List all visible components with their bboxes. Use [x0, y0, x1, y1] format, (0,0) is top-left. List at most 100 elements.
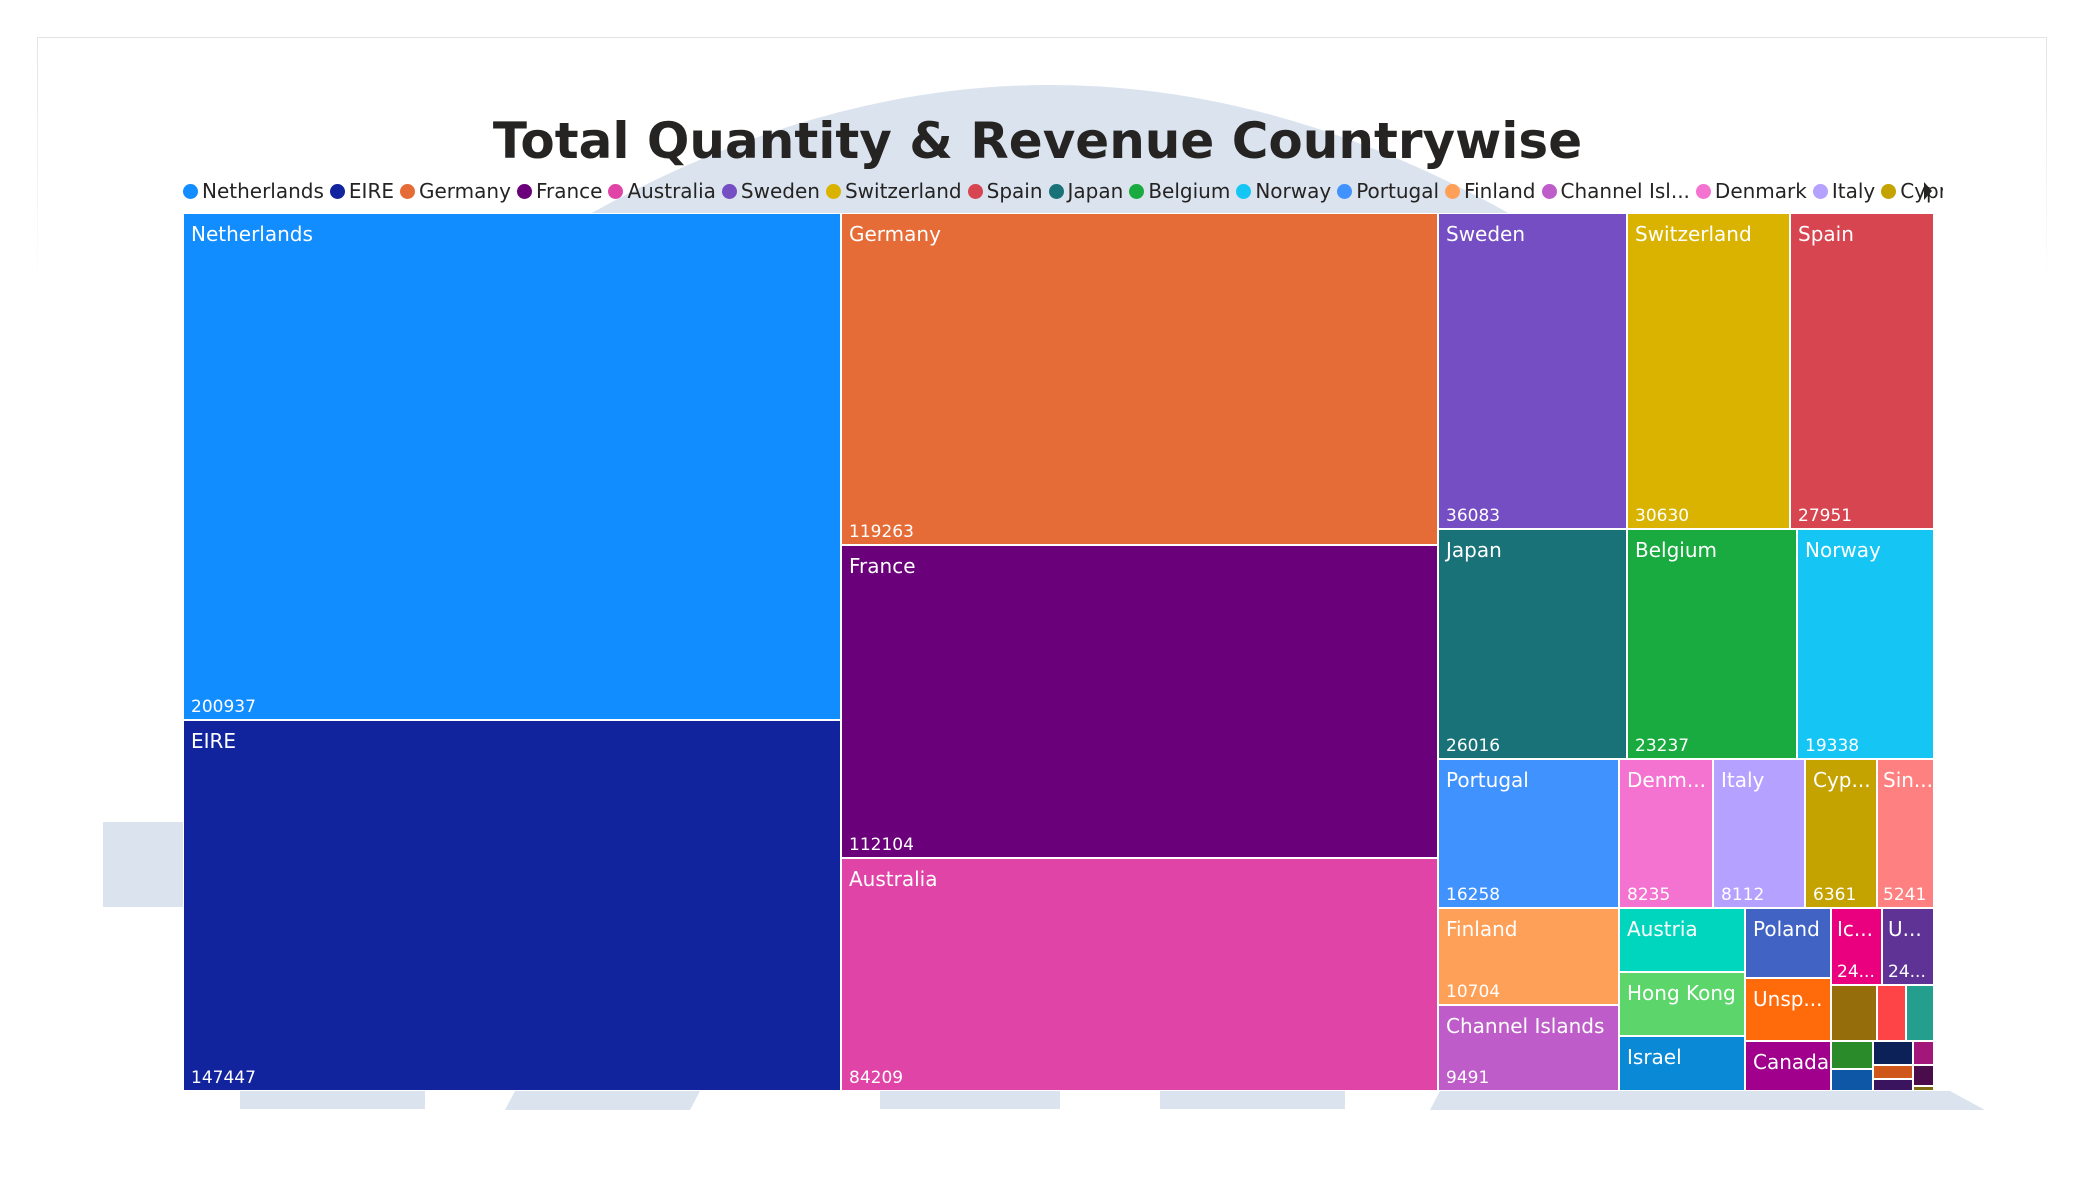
- legend-item[interactable]: Denmark: [1695, 179, 1807, 203]
- tile-value: 200937: [191, 697, 256, 717]
- legend-label: Japan: [1067, 179, 1124, 203]
- legend-swatch: [608, 183, 624, 199]
- legend-item[interactable]: France: [516, 179, 602, 203]
- tile-label: Denm...: [1627, 768, 1706, 792]
- tile-value: 23237: [1635, 736, 1690, 756]
- legend-next-arrow-icon[interactable]: [1924, 182, 1932, 200]
- treemap-tile[interactable]: Ic... 24...: [1831, 908, 1882, 985]
- tile-value: 8112: [1721, 885, 1765, 905]
- legend-label: Netherlands: [202, 179, 324, 203]
- treemap-tile[interactable]: Sin... 5241: [1877, 759, 1934, 908]
- treemap-tile[interactable]: [1913, 1065, 1934, 1086]
- tile-value: 16258: [1446, 885, 1501, 905]
- tile-label: Italy: [1721, 768, 1765, 792]
- legend-item[interactable]: Sweden: [721, 179, 820, 203]
- legend-item[interactable]: Italy: [1812, 179, 1876, 203]
- treemap-tile[interactable]: [1913, 1086, 1934, 1091]
- tile-value: 24...: [1888, 962, 1926, 982]
- treemap-tile[interactable]: Hong Kong: [1619, 972, 1745, 1036]
- treemap-tile[interactable]: Japan 26016: [1438, 529, 1627, 759]
- tile-label: Germany: [849, 222, 941, 246]
- legend-swatch: [1337, 183, 1353, 199]
- legend-item[interactable]: Netherlands: [183, 179, 324, 203]
- tile-label: Israel: [1627, 1045, 1682, 1069]
- treemap-tile[interactable]: Netherlands 200937: [183, 213, 841, 720]
- legend-swatch: [1445, 183, 1461, 199]
- legend-item[interactable]: Channel Isl...: [1541, 179, 1690, 203]
- chart-title: Total Quantity & Revenue Countrywise: [492, 112, 1583, 170]
- treemap-tile[interactable]: Switzerland 30630: [1627, 213, 1790, 529]
- treemap-tile[interactable]: Austria: [1619, 908, 1745, 972]
- legend-item[interactable]: Switzerland: [825, 179, 962, 203]
- treemap-tile[interactable]: Israel: [1619, 1036, 1745, 1091]
- treemap-tile[interactable]: Poland: [1745, 908, 1831, 978]
- tile-value: 24...: [1837, 962, 1875, 982]
- treemap-tile[interactable]: U... 24...: [1882, 908, 1934, 985]
- tile-label: Ic...: [1837, 917, 1873, 941]
- treemap-tile[interactable]: [1831, 1069, 1873, 1091]
- tile-label: Cyp...: [1813, 768, 1871, 792]
- legend-item[interactable]: Cyprus: [1881, 179, 1943, 203]
- legend-swatch: [967, 183, 983, 199]
- legend-label: Denmark: [1714, 179, 1807, 203]
- legend-item[interactable]: Norway: [1236, 179, 1331, 203]
- treemap-tile[interactable]: [1831, 985, 1877, 1041]
- tile-value: 119263: [849, 522, 914, 542]
- legend-swatch: [1129, 183, 1145, 199]
- legend-item[interactable]: Australia: [608, 179, 716, 203]
- tile-label: Belgium: [1635, 538, 1717, 562]
- legend-label: Finland: [1464, 179, 1536, 203]
- legend-item[interactable]: Portugal: [1337, 179, 1439, 203]
- treemap-tile[interactable]: [1877, 985, 1906, 1041]
- treemap-tile[interactable]: Australia 84209: [841, 858, 1438, 1091]
- treemap-tile[interactable]: Portugal 16258: [1438, 759, 1619, 908]
- tile-label: Spain: [1798, 222, 1854, 246]
- tile-label: U...: [1888, 917, 1922, 941]
- treemap-tile[interactable]: EIRE 147447: [183, 720, 841, 1091]
- treemap-tile[interactable]: [1831, 1041, 1873, 1069]
- tile-value: 27951: [1798, 506, 1853, 526]
- treemap-tile[interactable]: Canada: [1745, 1041, 1831, 1091]
- treemap-tile[interactable]: Belgium 23237: [1627, 529, 1797, 759]
- legend-swatch: [1695, 183, 1711, 199]
- treemap-tile[interactable]: Channel Islands 9491: [1438, 1005, 1619, 1091]
- legend-item[interactable]: Finland: [1445, 179, 1536, 203]
- treemap-tile[interactable]: Finland 10704: [1438, 908, 1619, 1005]
- legend-item[interactable]: Germany: [400, 179, 511, 203]
- treemap-tile[interactable]: Germany 119263: [841, 213, 1438, 545]
- tile-label: Austria: [1627, 917, 1698, 941]
- legend-label: Channel Isl...: [1560, 179, 1690, 203]
- legend-label: Italy: [1831, 179, 1876, 203]
- treemap-tile[interactable]: Denm... 8235: [1619, 759, 1713, 908]
- legend-item[interactable]: EIRE: [329, 179, 394, 203]
- visual-frame-right-edge: [2046, 37, 2047, 287]
- treemap-tile[interactable]: Unsp...: [1745, 978, 1831, 1041]
- tile-value: 26016: [1446, 736, 1501, 756]
- legend-swatch: [329, 183, 345, 199]
- tile-label: Portugal: [1446, 768, 1529, 792]
- treemap-tile[interactable]: Norway 19338: [1797, 529, 1934, 759]
- treemap-tile[interactable]: [1873, 1079, 1913, 1091]
- tile-label: Netherlands: [191, 222, 313, 246]
- treemap-tile[interactable]: [1873, 1065, 1913, 1079]
- legend-swatch: [183, 183, 198, 199]
- legend-item[interactable]: Japan: [1048, 179, 1124, 203]
- treemap-tile[interactable]: Cyp... 6361: [1805, 759, 1877, 908]
- tile-value: 5241: [1883, 885, 1927, 905]
- legend-item[interactable]: Belgium: [1129, 179, 1230, 203]
- treemap-tile[interactable]: France 112104: [841, 545, 1438, 858]
- visual-frame: [37, 37, 2047, 1177]
- legend-label: Sweden: [740, 179, 820, 203]
- treemap-tile[interactable]: Sweden 36083: [1438, 213, 1627, 529]
- tile-label: Sweden: [1446, 222, 1526, 246]
- treemap-tile[interactable]: [1913, 1041, 1934, 1065]
- legend-item[interactable]: Spain: [967, 179, 1043, 203]
- tile-label: France: [849, 554, 916, 578]
- legend-label: Switzerland: [844, 179, 962, 203]
- treemap: Netherlands 200937 EIRE 147447 Germany 119263…: [183, 213, 1934, 1091]
- treemap-tile[interactable]: [1873, 1041, 1913, 1065]
- treemap-tile[interactable]: [1906, 985, 1934, 1041]
- treemap-tile[interactable]: Italy 8112: [1713, 759, 1805, 908]
- tile-label: Canada: [1753, 1050, 1830, 1074]
- treemap-tile[interactable]: Spain 27951: [1790, 213, 1934, 529]
